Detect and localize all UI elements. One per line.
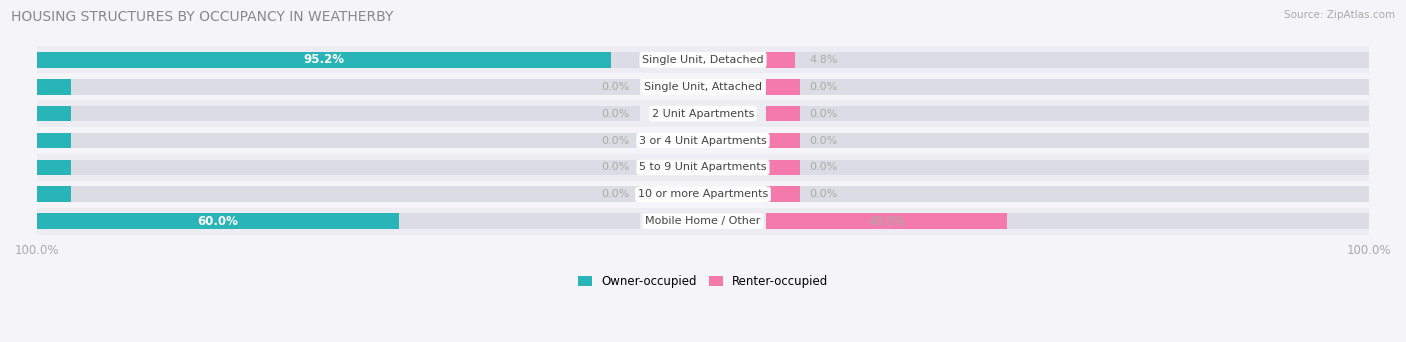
Bar: [37, 47, 1369, 73]
Bar: [766, 160, 1369, 175]
Bar: [37, 181, 1369, 208]
Bar: [37, 208, 1369, 235]
Bar: [37, 79, 640, 94]
Bar: [766, 213, 1007, 229]
Bar: [37, 73, 1369, 100]
Text: 40.0%: 40.0%: [868, 215, 905, 228]
Bar: [37, 186, 70, 202]
Bar: [766, 52, 1369, 68]
Bar: [37, 213, 640, 229]
Bar: [37, 127, 1369, 154]
Text: 0.0%: 0.0%: [810, 109, 838, 119]
Bar: [37, 52, 610, 68]
Bar: [37, 106, 640, 121]
Bar: [766, 79, 800, 94]
Text: 10 or more Apartments: 10 or more Apartments: [638, 189, 768, 199]
Bar: [766, 79, 1369, 94]
Bar: [37, 79, 70, 94]
Bar: [766, 106, 1369, 121]
Bar: [766, 52, 796, 68]
Bar: [766, 213, 1369, 229]
Text: 0.0%: 0.0%: [810, 82, 838, 92]
Text: Mobile Home / Other: Mobile Home / Other: [645, 216, 761, 226]
Text: 0.0%: 0.0%: [810, 162, 838, 172]
Bar: [37, 160, 640, 175]
Text: HOUSING STRUCTURES BY OCCUPANCY IN WEATHERBY: HOUSING STRUCTURES BY OCCUPANCY IN WEATH…: [11, 10, 394, 24]
Bar: [766, 186, 800, 202]
Bar: [766, 133, 800, 148]
Text: Source: ZipAtlas.com: Source: ZipAtlas.com: [1284, 10, 1395, 20]
Bar: [766, 186, 1369, 202]
Bar: [37, 133, 640, 148]
Legend: Owner-occupied, Renter-occupied: Owner-occupied, Renter-occupied: [578, 275, 828, 288]
Text: 95.2%: 95.2%: [304, 53, 344, 66]
Text: Single Unit, Attached: Single Unit, Attached: [644, 82, 762, 92]
Bar: [766, 160, 800, 175]
Bar: [37, 160, 70, 175]
Text: 0.0%: 0.0%: [602, 82, 630, 92]
Text: 3 or 4 Unit Apartments: 3 or 4 Unit Apartments: [640, 135, 766, 145]
Bar: [37, 186, 640, 202]
Text: 4.8%: 4.8%: [810, 55, 838, 65]
Bar: [37, 100, 1369, 127]
Bar: [37, 133, 70, 148]
Bar: [766, 106, 800, 121]
Text: 60.0%: 60.0%: [198, 215, 239, 228]
Bar: [37, 52, 640, 68]
Text: 2 Unit Apartments: 2 Unit Apartments: [652, 109, 754, 119]
Text: Single Unit, Detached: Single Unit, Detached: [643, 55, 763, 65]
Text: 0.0%: 0.0%: [602, 162, 630, 172]
Text: 0.0%: 0.0%: [602, 135, 630, 145]
Text: 0.0%: 0.0%: [810, 189, 838, 199]
Bar: [37, 154, 1369, 181]
Text: 5 to 9 Unit Apartments: 5 to 9 Unit Apartments: [640, 162, 766, 172]
Text: 0.0%: 0.0%: [810, 135, 838, 145]
Bar: [766, 133, 1369, 148]
Bar: [37, 106, 70, 121]
Bar: [37, 213, 399, 229]
Text: 0.0%: 0.0%: [602, 189, 630, 199]
Text: 0.0%: 0.0%: [602, 109, 630, 119]
